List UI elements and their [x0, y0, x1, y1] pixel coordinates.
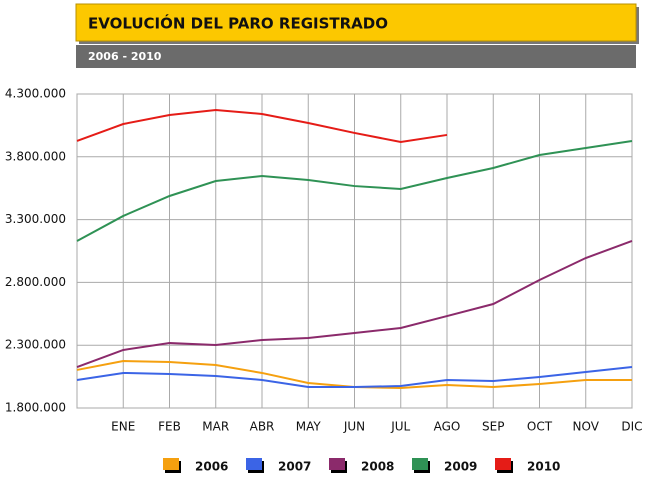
legend-swatch — [412, 458, 428, 470]
x-tick-label: AGO — [434, 420, 461, 434]
x-tick-label: DIC — [621, 420, 642, 434]
legend-swatch — [329, 458, 345, 470]
x-tick-label: ABR — [250, 420, 275, 434]
y-tick-label: 2.300.000 — [5, 338, 66, 352]
x-tick-label: ENE — [111, 420, 135, 434]
y-tick-label: 2.800.000 — [5, 275, 66, 289]
series-line — [76, 139, 633, 242]
legend-label: 2010 — [527, 460, 560, 474]
legend-swatch — [163, 458, 179, 470]
x-tick-label: NOV — [573, 420, 600, 434]
series-line — [76, 240, 633, 368]
series-line — [76, 108, 448, 143]
legend-swatch — [246, 458, 262, 470]
legend-swatch — [495, 458, 511, 470]
y-tick-label: 1.800.000 — [5, 401, 66, 415]
y-tick-label: 3.800.000 — [5, 149, 66, 163]
legend-label: 2006 — [195, 460, 228, 474]
y-tick-label: 3.300.000 — [5, 212, 66, 226]
subtitle: 2006 - 2010 — [88, 50, 162, 63]
legend-label: 2009 — [444, 460, 477, 474]
chart-title: EVOLUCIÓN DEL PARO REGISTRADO — [88, 14, 388, 33]
series-line — [76, 366, 633, 389]
x-tick-label: MAR — [202, 420, 229, 434]
legend-label: 2007 — [278, 460, 311, 474]
x-tick-label: JUN — [343, 420, 365, 434]
legend-label: 2008 — [361, 460, 394, 474]
x-tick-label: FEB — [158, 420, 181, 434]
subtitle-bar — [76, 45, 636, 68]
x-tick-label: JUL — [390, 420, 410, 434]
x-tick-label: MAY — [296, 420, 322, 434]
y-tick-label: 4.300.000 — [5, 87, 66, 101]
x-tick-label: SEP — [482, 420, 504, 434]
title-banner — [75, 3, 637, 42]
x-tick-label: OCT — [527, 420, 553, 434]
